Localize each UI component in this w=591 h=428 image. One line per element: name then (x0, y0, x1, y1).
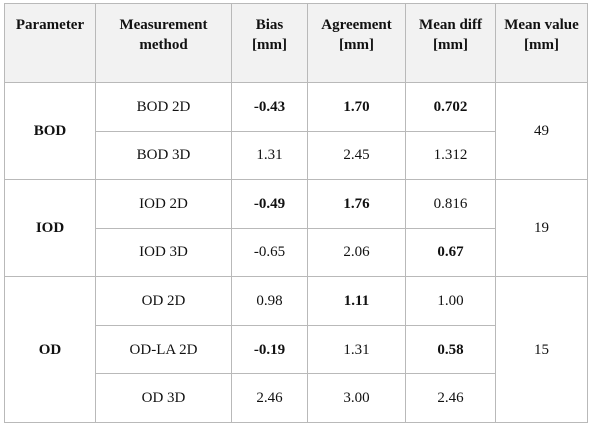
header-parameter: Parameter (4, 3, 96, 83)
mean-diff-cell: 0.67 (405, 227, 496, 278)
parameter-cell: IOD (4, 179, 96, 278)
header-row: Parameter Measurement method Bias [mm] Agr… (4, 3, 588, 83)
header-measurement-method: Measurement method (95, 3, 232, 83)
header-mean-diff: Mean diff [mm] (405, 3, 496, 83)
parameter-cell: OD (4, 276, 96, 423)
results-table: Parameter Measurement method Bias [mm] Agr… (4, 3, 588, 423)
header-bias: Bias [mm] (231, 3, 308, 83)
method-cell: OD-LA 2D (95, 324, 232, 375)
mean-diff-cell: 1.312 (405, 130, 496, 181)
table-row: OD-LA 2D -0.19 1.31 0.58 (5, 324, 588, 375)
mean-value-cell: 15 (495, 276, 588, 423)
method-cell: OD 2D (95, 276, 232, 326)
agreement-cell: 1.31 (307, 324, 406, 375)
table-row: BOD BOD 2D -0.43 1.70 0.702 49 (4, 81, 588, 181)
agreement-cell: 1.70 (307, 82, 406, 132)
table-row: OD OD 2D 0.98 1.11 1.00 15 (4, 276, 588, 423)
mean-value-cell: 49 (495, 81, 588, 181)
agreement-cell: 1.11 (307, 276, 406, 326)
method-cell: BOD 2D (95, 82, 232, 132)
mean-diff-cell: 0.702 (405, 82, 496, 132)
bias-cell: -0.43 (231, 82, 308, 132)
bias-cell: 0.98 (231, 276, 308, 326)
method-cell: IOD 3D (95, 227, 232, 278)
bias-cell: -0.65 (231, 227, 308, 278)
mean-diff-cell: 0.58 (405, 324, 496, 375)
table-row: BOD 3D 1.31 2.45 1.312 (5, 130, 588, 181)
agreement-cell: 2.06 (307, 227, 406, 278)
table-row: IOD 3D -0.65 2.06 0.67 (5, 227, 588, 278)
method-cell: OD 3D (95, 373, 232, 423)
parameter-cell: BOD (4, 81, 96, 181)
bias-cell: 2.46 (231, 373, 308, 423)
mean-diff-cell: 0.816 (405, 179, 496, 229)
bias-cell: -0.19 (231, 324, 308, 375)
header-mean-value: Mean value [mm] (495, 3, 588, 83)
method-cell: IOD 2D (95, 179, 232, 229)
mean-diff-cell: 2.46 (405, 373, 496, 423)
header-agreement: Agreement [mm] (307, 3, 406, 83)
table-row: OD 3D 2.46 3.00 2.46 (5, 373, 588, 423)
table-row: IOD IOD 2D -0.49 1.76 0.816 19 (4, 179, 588, 278)
bias-cell: 1.31 (231, 130, 308, 181)
mean-diff-cell: 1.00 (405, 276, 496, 326)
agreement-cell: 1.76 (307, 179, 406, 229)
method-cell: BOD 3D (95, 130, 232, 181)
mean-value-cell: 19 (495, 179, 588, 278)
agreement-cell: 3.00 (307, 373, 406, 423)
bias-cell: -0.49 (231, 179, 308, 229)
agreement-cell: 2.45 (307, 130, 406, 181)
